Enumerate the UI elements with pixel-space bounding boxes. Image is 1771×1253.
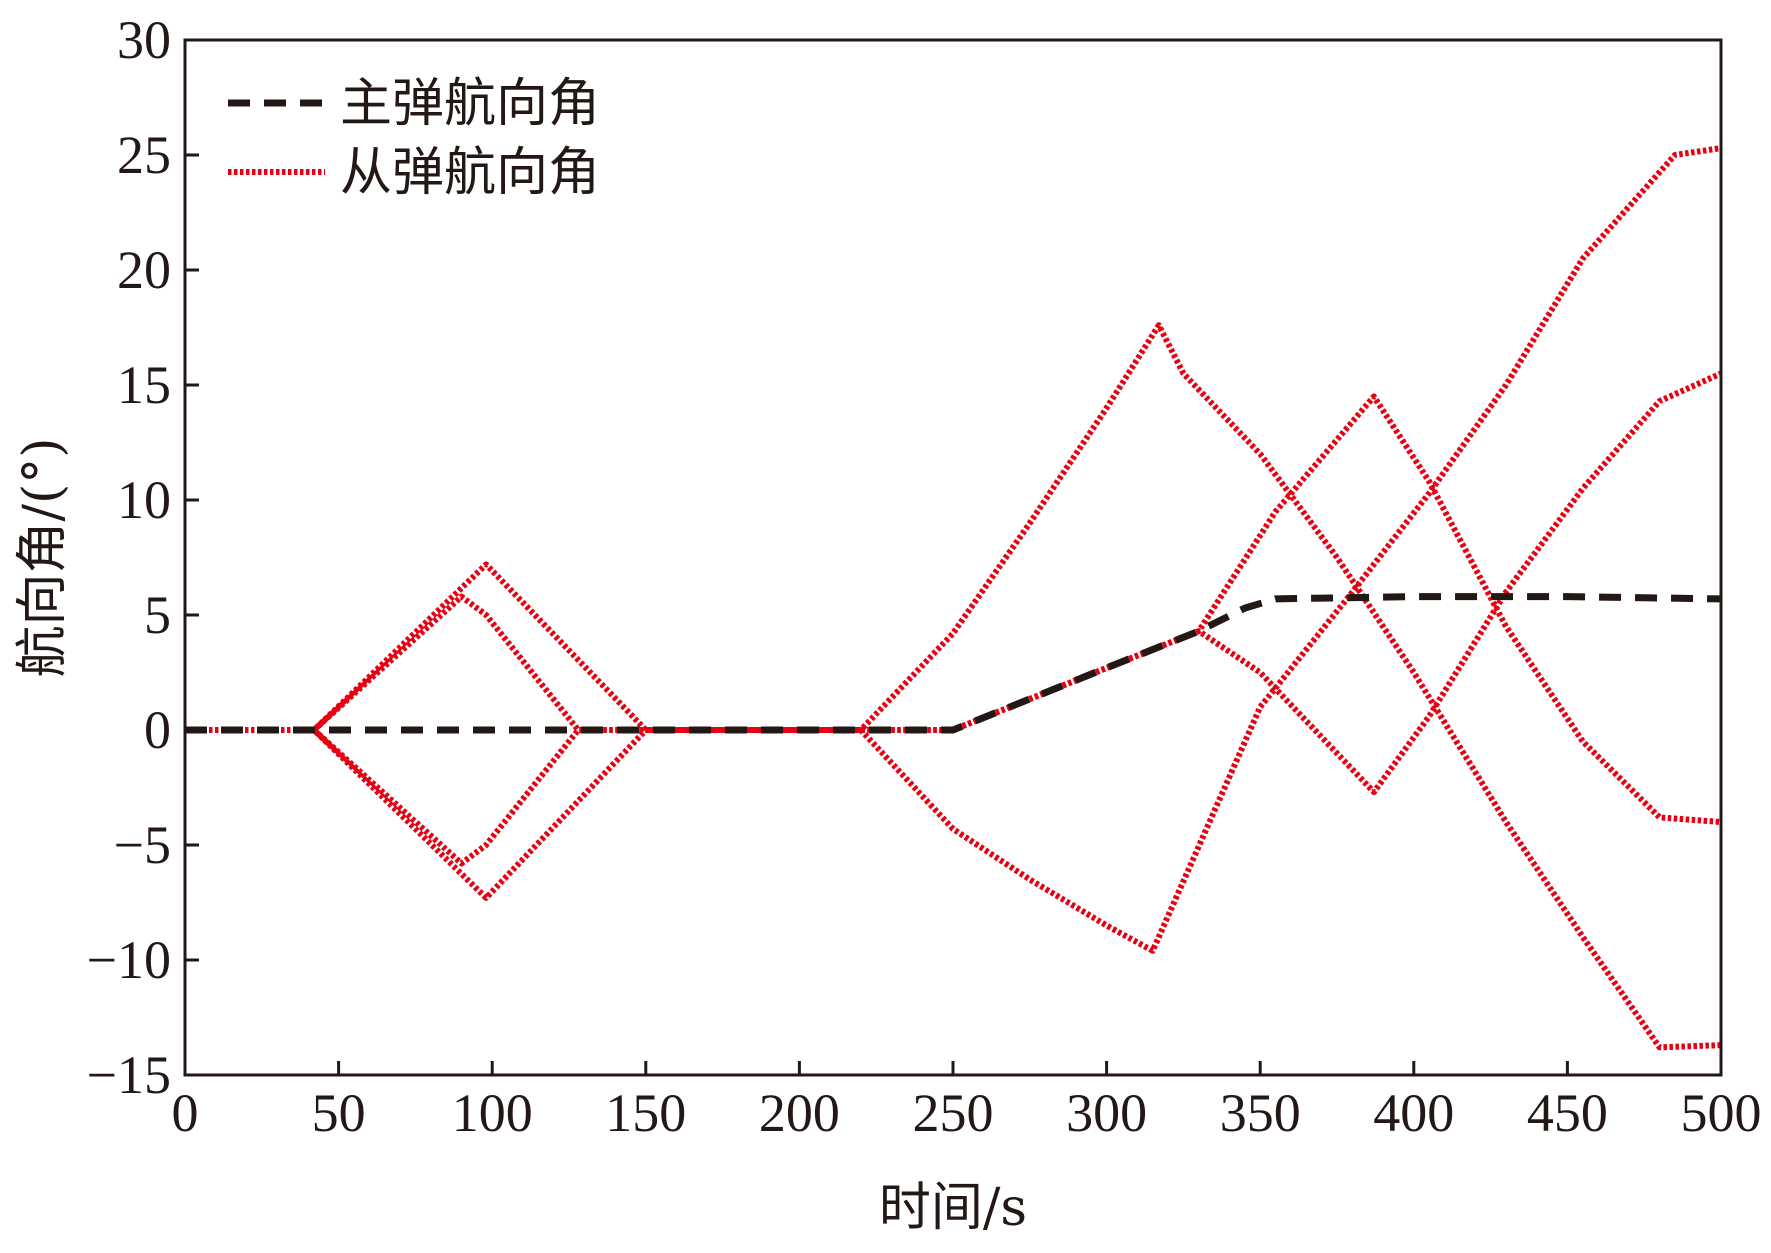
x-axis-ticks: 0 50 100 150 200 250 300 350 400 450 500 (172, 1061, 1762, 1143)
x-axis-title: 时间/s (879, 1178, 1027, 1238)
y-tick-label: 5 (144, 585, 171, 645)
main-missile-heading-line (185, 593, 1722, 734)
x-tick-label: 100 (452, 1083, 533, 1143)
legend-label-slave-missile: 从弹航向角 (340, 143, 600, 203)
x-tick-label: 300 (1066, 1083, 1147, 1143)
x-tick-label: 50 (312, 1083, 366, 1143)
x-tick-label: 200 (759, 1083, 840, 1143)
x-tick-label: 150 (605, 1083, 686, 1143)
y-axis-ticks: −15 −10 −5 0 5 10 15 20 25 30 (87, 10, 199, 1105)
slave-missile-heading-line-1 (185, 322, 1722, 1051)
x-tick-label: 500 (1681, 1083, 1762, 1143)
x-tick-label: 350 (1220, 1083, 1301, 1143)
legend-label-main-missile: 主弹航向角 (340, 74, 600, 134)
plot-frame (183, 38, 1723, 1077)
slave-missile-heading-line-4 (311, 393, 1722, 867)
legend: 主弹航向角 从弹航向角 (228, 74, 600, 203)
y-tick-label: −10 (87, 930, 171, 990)
y-tick-label: 10 (117, 470, 171, 530)
y-tick-label: 20 (117, 240, 171, 300)
y-tick-label: −5 (114, 815, 171, 875)
plot-series (185, 145, 1723, 1051)
y-tick-label: 25 (117, 125, 171, 185)
x-tick-label: 400 (1373, 1083, 1454, 1143)
y-axis-title: 航向角/(°) (13, 437, 73, 677)
x-tick-label: 0 (172, 1083, 199, 1143)
y-tick-label: 15 (117, 355, 171, 415)
slave-missile-heading-line-2 (185, 145, 1722, 954)
y-tick-label: 0 (144, 700, 171, 760)
y-tick-label: 30 (117, 10, 171, 70)
x-tick-label: 250 (913, 1083, 994, 1143)
y-tick-label: −15 (87, 1045, 171, 1105)
x-tick-label: 450 (1527, 1083, 1608, 1143)
